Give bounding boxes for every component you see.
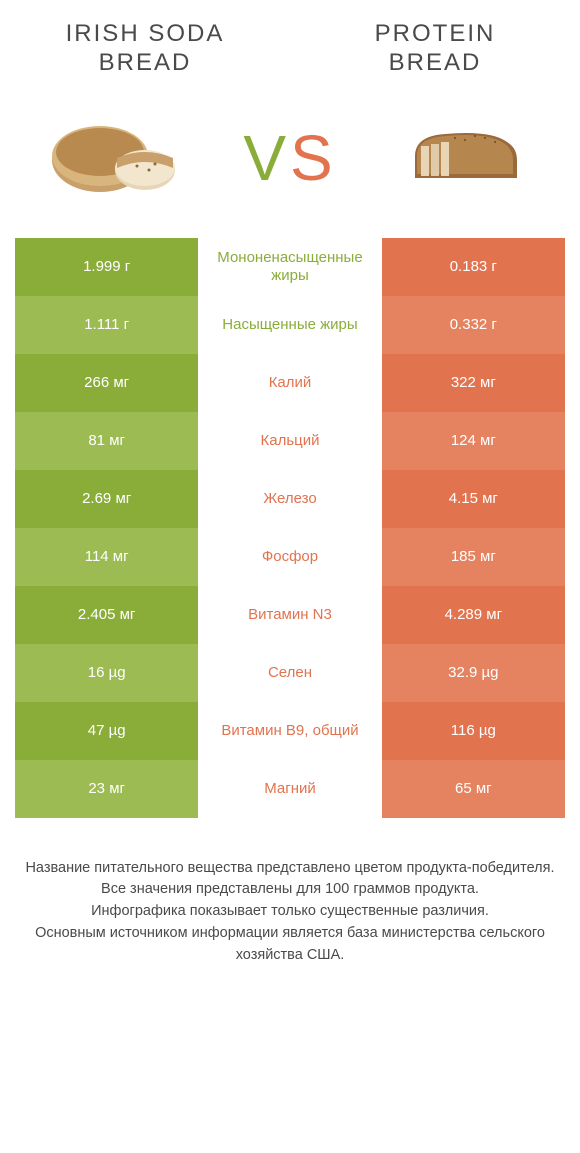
- table-row: 23 мгМагний65 мг: [15, 760, 565, 818]
- nutrient-name: Кальций: [198, 412, 381, 470]
- table-row: 81 мгКальций124 мг: [15, 412, 565, 470]
- left-value: 2.69 мг: [15, 470, 198, 528]
- table-row: 47 µgВитамин B9, общий116 µg: [15, 702, 565, 760]
- left-value: 23 мг: [15, 760, 198, 818]
- footer-line-4: Основным источником информации является …: [25, 923, 555, 967]
- nutrient-name: Селен: [198, 644, 381, 702]
- nutrient-name: Мононенасыщенные жиры: [198, 238, 381, 296]
- nutrient-name: Магний: [198, 760, 381, 818]
- right-value: 322 мг: [382, 354, 565, 412]
- right-value: 4.15 мг: [382, 470, 565, 528]
- header: Irish soda bread Protein bread: [15, 20, 565, 78]
- right-product-image: [395, 108, 535, 208]
- footer-notes: Название питательного вещества представл…: [15, 858, 565, 967]
- right-value: 0.332 г: [382, 296, 565, 354]
- nutrient-name: Калий: [198, 354, 381, 412]
- vs-label: VS: [243, 121, 336, 195]
- footer-line-3: Инфографика показывает только существенн…: [25, 901, 555, 923]
- right-value: 185 мг: [382, 528, 565, 586]
- right-product-title: Protein bread: [335, 20, 535, 78]
- left-value: 114 мг: [15, 528, 198, 586]
- right-value: 124 мг: [382, 412, 565, 470]
- left-value: 1.999 г: [15, 238, 198, 296]
- left-value: 47 µg: [15, 702, 198, 760]
- nutrient-name: Витамин N3: [198, 586, 381, 644]
- footer-line-1: Название питательного вещества представл…: [25, 858, 555, 880]
- nutrient-name: Витамин B9, общий: [198, 702, 381, 760]
- table-row: 2.69 мгЖелезо4.15 мг: [15, 470, 565, 528]
- left-value: 2.405 мг: [15, 586, 198, 644]
- table-row: 16 µgСелен32.9 µg: [15, 644, 565, 702]
- vs-s: S: [290, 122, 337, 194]
- vs-row: VS: [15, 98, 565, 238]
- nutrient-name: Фосфор: [198, 528, 381, 586]
- left-value: 266 мг: [15, 354, 198, 412]
- table-row: 1.999 гМононенасыщенные жиры0.183 г: [15, 238, 565, 296]
- footer-line-2: Все значения представлены для 100 граммо…: [25, 879, 555, 901]
- left-value: 16 µg: [15, 644, 198, 702]
- table-row: 114 мгФосфор185 мг: [15, 528, 565, 586]
- right-value: 65 мг: [382, 760, 565, 818]
- left-value: 81 мг: [15, 412, 198, 470]
- table-row: 2.405 мгВитамин N34.289 мг: [15, 586, 565, 644]
- nutrient-name: Насыщенные жиры: [198, 296, 381, 354]
- right-value: 32.9 µg: [382, 644, 565, 702]
- left-product-title: Irish soda bread: [45, 20, 245, 78]
- right-value: 4.289 мг: [382, 586, 565, 644]
- table-row: 266 мгКалий322 мг: [15, 354, 565, 412]
- right-value: 0.183 г: [382, 238, 565, 296]
- table-row: 1.111 гНасыщенные жиры0.332 г: [15, 296, 565, 354]
- right-value: 116 µg: [382, 702, 565, 760]
- left-product-image: [45, 108, 185, 208]
- vs-v: V: [243, 122, 290, 194]
- nutrient-name: Железо: [198, 470, 381, 528]
- left-value: 1.111 г: [15, 296, 198, 354]
- comparison-table: 1.999 гМононенасыщенные жиры0.183 г1.111…: [15, 238, 565, 818]
